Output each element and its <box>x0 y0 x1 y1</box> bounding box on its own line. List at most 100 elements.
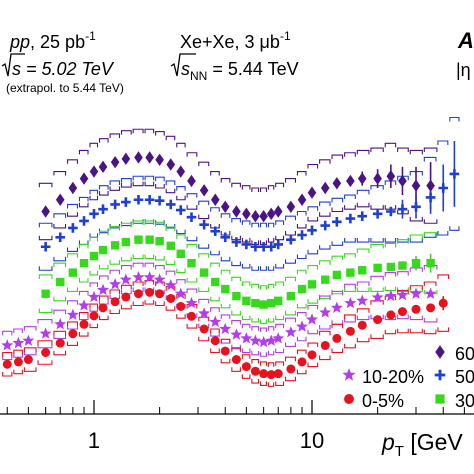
sys-bracket-60-10 <box>155 131 165 189</box>
sys-bracket-30-21 <box>267 283 275 323</box>
point-10-20pct-36 <box>410 287 422 299</box>
data-points-layer <box>1 151 460 380</box>
sys-bracket-60-4 <box>89 142 99 201</box>
point-10-20pct-32 <box>356 294 369 306</box>
point-30-33 <box>411 259 421 268</box>
sys-bracket-30-5 <box>98 230 109 270</box>
sys-bracket-10-20pct-20 <box>231 319 241 350</box>
point-30-19 <box>251 298 260 308</box>
point-60-22 <box>273 205 283 218</box>
x-tick-label-10: 10 <box>300 428 324 453</box>
point-0-5pct-20 <box>231 355 241 365</box>
sys-bracket-0-5pct-10 <box>120 284 132 310</box>
point-50-9 <box>144 194 155 205</box>
sys-bracket-10-20pct-1 <box>13 328 23 358</box>
point-60-1 <box>55 193 65 206</box>
point-60-26 <box>320 181 330 195</box>
point-0-5pct-28 <box>307 350 317 360</box>
sys-bracket-50-12 <box>176 186 186 235</box>
point-60-21 <box>266 207 276 221</box>
point-10-20pct-6 <box>78 299 91 311</box>
sys-bracket-50-16 <box>220 213 231 262</box>
point-50-7 <box>121 197 131 207</box>
point-60-24 <box>297 193 307 206</box>
point-30-32 <box>398 261 407 270</box>
x-axis-title-rest: [GeV <box>404 429 463 455</box>
sys-bracket-60-9 <box>144 128 155 187</box>
point-30-22 <box>274 296 283 305</box>
xexe-energy-main: s <box>181 59 190 79</box>
sys-bracket-50-20 <box>259 222 267 271</box>
point-10-20pct-21 <box>240 332 253 344</box>
sys-bracket-50-15 <box>210 207 220 256</box>
point-60-15 <box>210 193 220 206</box>
sys-bracket-30-16 <box>220 269 231 309</box>
xexe-energy: sNN = 5.44 TeV <box>181 59 299 83</box>
sys-bracket-0-5pct-4 <box>53 330 67 356</box>
point-0-5pct-4 <box>55 338 65 348</box>
point-60-29 <box>357 172 367 185</box>
point-10-20pct-13 <box>153 273 166 285</box>
point-30-31 <box>386 262 396 272</box>
sys-bracket-0-5pct-33 <box>370 300 384 339</box>
point-50-18 <box>241 239 252 250</box>
sys-bracket-50-27 <box>331 197 344 246</box>
point-60-31 <box>386 170 396 183</box>
point-60-14 <box>199 184 209 197</box>
sys-bracket-30-17 <box>231 276 241 316</box>
point-10-20pct-3 <box>39 327 52 339</box>
point-0-5pct-24 <box>266 370 276 380</box>
sys-bracket-60-12 <box>176 142 186 201</box>
sys-bracket-10-20pct-7 <box>89 282 99 312</box>
point-50-29 <box>357 211 368 221</box>
point-10-20pct-9 <box>109 278 122 290</box>
point-0-5pct-29 <box>320 340 330 350</box>
point-30-28 <box>346 268 355 277</box>
sys-bracket-30-11 <box>165 226 176 266</box>
sys-bracket-50-17 <box>231 218 241 267</box>
point-50-35 <box>438 183 449 193</box>
sys-bracket-50-29 <box>356 189 370 243</box>
sys-bracket-10-20pct-21 <box>241 323 251 354</box>
point-50-8 <box>133 194 144 205</box>
point-10-20pct-25 <box>272 332 285 344</box>
point-30-10 <box>155 236 164 246</box>
sys-bracket-10-20pct-28 <box>307 304 319 335</box>
point-30-21 <box>267 298 276 308</box>
sys-bracket-50-2 <box>67 203 78 252</box>
sys-bracket-60-13 <box>186 152 198 210</box>
point-0-5pct-30 <box>332 333 342 343</box>
x-axis-ticks <box>6 400 465 414</box>
point-10-20pct-2 <box>22 334 35 346</box>
sys-bracket-0-5pct-2 <box>23 347 37 372</box>
sys-bracket-30-20 <box>259 285 267 324</box>
sys-bracket-30-19 <box>251 283 260 323</box>
legend-marker-60 <box>435 345 445 359</box>
sys-bracket-30-24 <box>296 269 307 309</box>
sys-bracket-0-5pct-20 <box>231 347 241 372</box>
sys-bracket-50-28 <box>344 194 356 243</box>
pp-label: pp, 25 pb-1 <box>9 29 96 52</box>
point-10-20pct-19 <box>219 322 232 335</box>
point-30-13 <box>187 259 196 268</box>
sys-bracket-50-19 <box>251 222 260 271</box>
sys-bracket-30-18 <box>241 281 251 321</box>
point-60-5 <box>98 160 108 174</box>
point-0-5pct-5 <box>68 329 78 339</box>
sys-bracket-60-3 <box>78 149 89 208</box>
sys-bracket-50-36 <box>449 116 460 231</box>
sys-bracket-0-5pct-5 <box>67 321 78 346</box>
sys-bracket-0-5pct-25 <box>275 361 285 386</box>
sys-bracket-50-5 <box>98 185 109 234</box>
point-30-14 <box>199 268 209 277</box>
pp-label-main: pp <box>9 32 30 52</box>
sys-bracket-30-31 <box>384 242 397 292</box>
sys-bracket-50-14 <box>198 200 210 249</box>
point-10-20pct-33 <box>371 291 384 303</box>
sys-bracket-10-20pct-27 <box>296 312 307 342</box>
point-50-11 <box>165 199 176 210</box>
sys-bracket-0-5pct-23 <box>259 361 267 386</box>
sys-bracket-0-5pct-3 <box>37 340 53 365</box>
xexe-energy-rest: = 5.44 TeV <box>207 59 298 79</box>
